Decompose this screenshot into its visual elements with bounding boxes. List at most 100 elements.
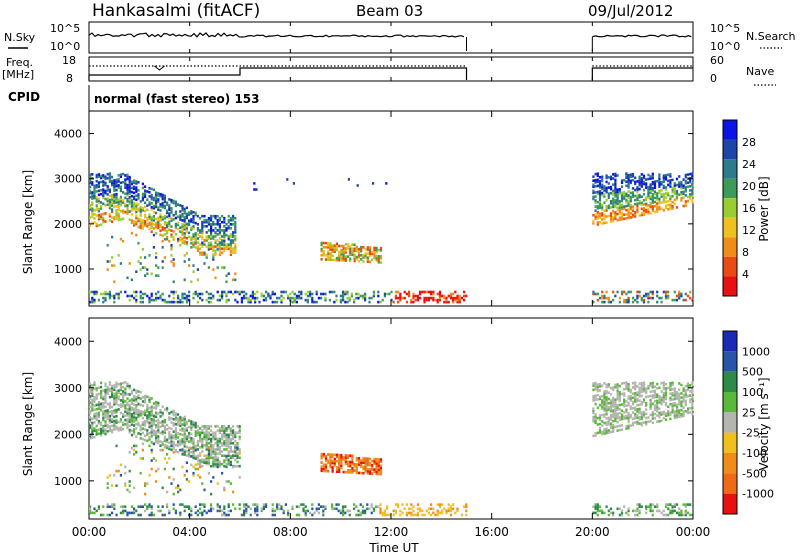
heatmap-cell	[201, 513, 204, 517]
heatmap-cell	[214, 231, 217, 235]
heatmap-cell	[130, 433, 133, 437]
heatmap-cell	[351, 249, 354, 253]
heatmap-cell	[625, 184, 628, 188]
heatmap-cell	[216, 218, 219, 222]
heatmap-cell	[168, 418, 171, 421]
heatmap-cell	[144, 398, 147, 402]
heatmap-cell	[155, 407, 158, 410]
heatmap-cell	[229, 243, 232, 246]
heatmap-cell	[196, 223, 199, 226]
heatmap-cell	[245, 503, 248, 506]
heatmap-cell	[368, 470, 372, 473]
heatmap-cell	[686, 195, 690, 199]
heatmap-cell	[163, 446, 166, 449]
heatmap-cell	[185, 228, 188, 232]
heatmap-cell	[161, 266, 164, 269]
heatmap-cell	[342, 296, 345, 300]
heatmap-cell	[340, 250, 343, 254]
heatmap-cell	[148, 254, 151, 257]
heatmap-cell	[616, 391, 619, 395]
heatmap-cell	[212, 433, 215, 437]
heatmap-cell	[344, 255, 347, 258]
heatmap-cell	[254, 300, 257, 304]
heatmap-cell	[349, 471, 352, 474]
heatmap-cell	[636, 507, 639, 511]
heatmap-cell	[419, 509, 422, 513]
heatmap-cell	[594, 195, 597, 198]
heatmap-cell	[348, 296, 351, 300]
heatmap-cell	[366, 472, 369, 475]
heatmap-cell	[427, 511, 430, 515]
heatmap-cell	[106, 388, 109, 391]
heatmap-cell	[155, 426, 158, 429]
heatmap-cell	[155, 211, 158, 215]
heatmap-cell	[640, 384, 643, 387]
heatmap-cell	[126, 212, 129, 215]
heatmap-cell	[194, 446, 197, 450]
heatmap-cell	[368, 468, 372, 471]
heatmap-cell	[152, 298, 155, 302]
heatmap-cell	[601, 430, 604, 434]
heatmap-cell	[89, 418, 92, 421]
heatmap-cell	[141, 198, 144, 202]
heatmap-cell	[113, 205, 116, 209]
heatmap-cell	[656, 401, 659, 405]
heatmap-cell	[603, 209, 606, 213]
heatmap-cell	[97, 411, 100, 415]
heatmap-cell	[117, 218, 120, 222]
heatmap-cell	[179, 230, 182, 234]
heatmap-cell	[108, 474, 111, 477]
heatmap-cell	[607, 194, 610, 197]
heatmap-cell	[324, 505, 327, 508]
heatmap-cell	[177, 215, 180, 219]
heatmap-cell	[667, 183, 670, 187]
heatmap-cell	[168, 433, 171, 436]
heatmap-cell	[115, 188, 118, 192]
heatmap-cell	[146, 429, 149, 432]
heatmap-cell	[680, 383, 683, 387]
heatmap-cell	[104, 296, 107, 300]
heatmap-cell	[115, 402, 118, 405]
heatmap-cell	[223, 454, 226, 457]
heatmap-cell	[122, 511, 125, 515]
heatmap-cell	[601, 294, 604, 298]
heatmap-cell	[113, 215, 116, 219]
heatmap-cell	[614, 419, 617, 422]
heatmap-cell	[629, 405, 632, 408]
heatmap-cell	[229, 223, 232, 226]
heatmap-cell	[360, 254, 363, 257]
heatmap-cell	[362, 471, 365, 475]
heatmap-cell	[122, 209, 125, 212]
heatmap-cell	[691, 298, 694, 302]
heatmap-cell	[192, 441, 195, 445]
heatmap-cell	[386, 507, 389, 511]
heatmap-cell	[234, 231, 237, 234]
heatmap-cell	[108, 190, 111, 194]
heatmap-cell	[199, 511, 202, 515]
heatmap-cell	[179, 503, 182, 506]
heatmap-cell	[177, 423, 180, 427]
heatmap-cell	[97, 183, 100, 186]
heatmap-cell	[427, 296, 430, 300]
heatmap-cell	[366, 258, 369, 261]
heatmap-cell	[684, 298, 687, 302]
heatmap-cell	[113, 411, 116, 414]
heatmap-cell	[104, 422, 107, 425]
heatmap-cell	[456, 296, 459, 300]
heatmap-cell	[620, 197, 624, 201]
heatmap-cell	[256, 507, 259, 511]
heatmap-cell	[620, 509, 624, 513]
heatmap-cell	[405, 511, 408, 515]
heatmap-cell	[93, 404, 96, 407]
heatmap-cell	[656, 509, 659, 513]
heatmap-cell	[232, 431, 235, 434]
heatmap-cell	[172, 507, 175, 511]
heatmap-cell	[609, 407, 613, 411]
heatmap-cell	[379, 300, 382, 304]
heatmap-cell	[360, 249, 363, 253]
heatmap-cell	[331, 453, 334, 456]
heatmap-cell	[135, 190, 138, 193]
heatmap-cell	[135, 186, 138, 189]
heatmap-cell	[207, 453, 210, 456]
heatmap-cell	[625, 208, 628, 212]
